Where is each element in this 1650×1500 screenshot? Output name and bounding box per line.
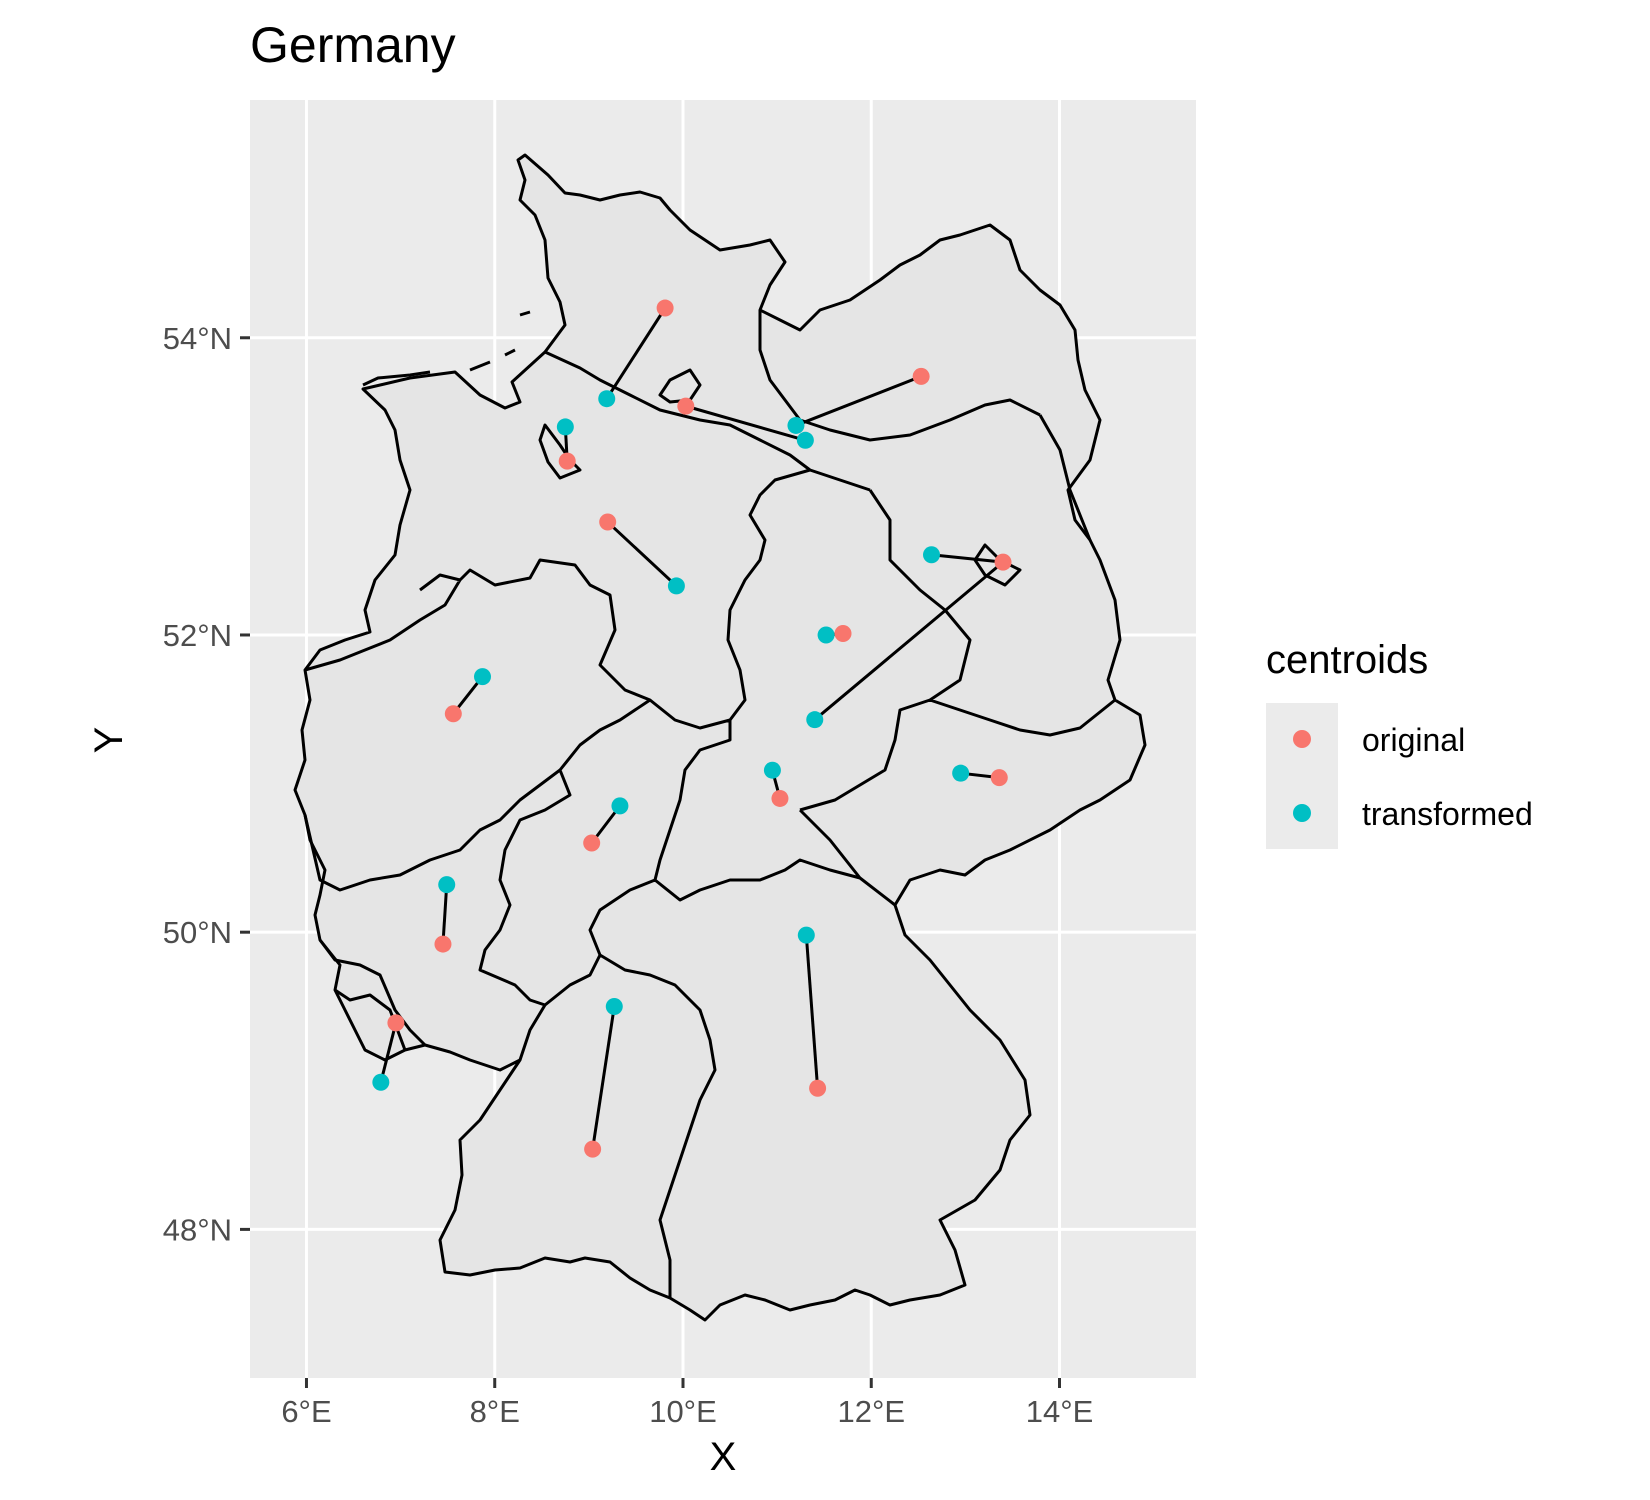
x-axis-title: X [710, 1435, 737, 1479]
x-axis: 6°E 8°E 10°E 12°E 14°E [281, 1378, 1093, 1429]
point-transformed [763, 761, 781, 779]
legend-label-original: original [1362, 722, 1465, 758]
point-original [583, 834, 601, 852]
point-original [994, 553, 1012, 571]
centroid-link [813, 561, 1004, 721]
x-tick-label: 6°E [281, 1394, 331, 1429]
point-transformed [438, 876, 456, 894]
point-original [677, 397, 695, 415]
point-original [434, 935, 452, 953]
point-transformed [556, 418, 574, 436]
point-original [444, 705, 462, 723]
legend-title: centroids [1266, 638, 1428, 682]
legend-key-original [1293, 730, 1311, 748]
point-original [584, 1140, 602, 1158]
point-transformed [797, 926, 815, 944]
centroid-link [441, 884, 449, 945]
point-transformed [817, 626, 835, 644]
y-tick-label: 52°N [163, 618, 232, 653]
legend-label-transformed: transformed [1362, 796, 1533, 832]
state-borders [303, 310, 1116, 1298]
x-tick-label: 10°E [649, 1394, 717, 1429]
series-original-points [387, 299, 1012, 1158]
centroid-link [379, 1022, 398, 1083]
point-transformed [611, 797, 629, 815]
y-axis-title: Y [87, 727, 131, 754]
series-transformed-points [372, 390, 970, 1091]
y-axis: 48°N 50°N 52°N 54°N [163, 321, 250, 1247]
point-original [387, 1014, 405, 1032]
germany-outline [293, 153, 1147, 1322]
point-original [809, 1079, 827, 1097]
point-original [912, 367, 930, 385]
point-transformed [787, 416, 805, 434]
centroid-link [795, 375, 922, 427]
point-transformed [922, 546, 940, 564]
point-transformed [473, 668, 491, 686]
point-original [599, 513, 617, 531]
point-transformed [667, 577, 685, 595]
point-original [771, 789, 789, 807]
point-transformed [952, 764, 970, 782]
legend-key-transformed [1293, 804, 1311, 822]
point-transformed [806, 711, 824, 729]
point-transformed [605, 997, 623, 1015]
centroid-link [685, 404, 806, 442]
x-tick-label: 12°E [837, 1394, 905, 1429]
chart-title: Germany [250, 17, 456, 73]
x-tick-label: 14°E [1026, 1394, 1094, 1429]
point-original [834, 624, 852, 642]
point-transformed [796, 431, 814, 449]
legend-key-background [1266, 703, 1338, 849]
y-tick-label: 54°N [163, 321, 232, 356]
point-transformed [598, 390, 616, 408]
centroid-link [591, 1006, 616, 1150]
point-transformed [372, 1073, 390, 1091]
legend: centroids original transformed [1266, 638, 1533, 849]
point-original [656, 299, 674, 317]
x-tick-label: 8°E [470, 1394, 520, 1429]
centroid-link [606, 520, 678, 588]
state-boundaries [293, 153, 1147, 1322]
centroid-link [804, 935, 820, 1089]
point-original [990, 769, 1008, 787]
y-tick-label: 48°N [163, 1212, 232, 1247]
point-original [558, 452, 576, 470]
centroid-link [605, 307, 667, 400]
y-tick-label: 50°N [163, 915, 232, 950]
centroid-link [931, 553, 1004, 564]
frisian-islands [362, 310, 531, 387]
